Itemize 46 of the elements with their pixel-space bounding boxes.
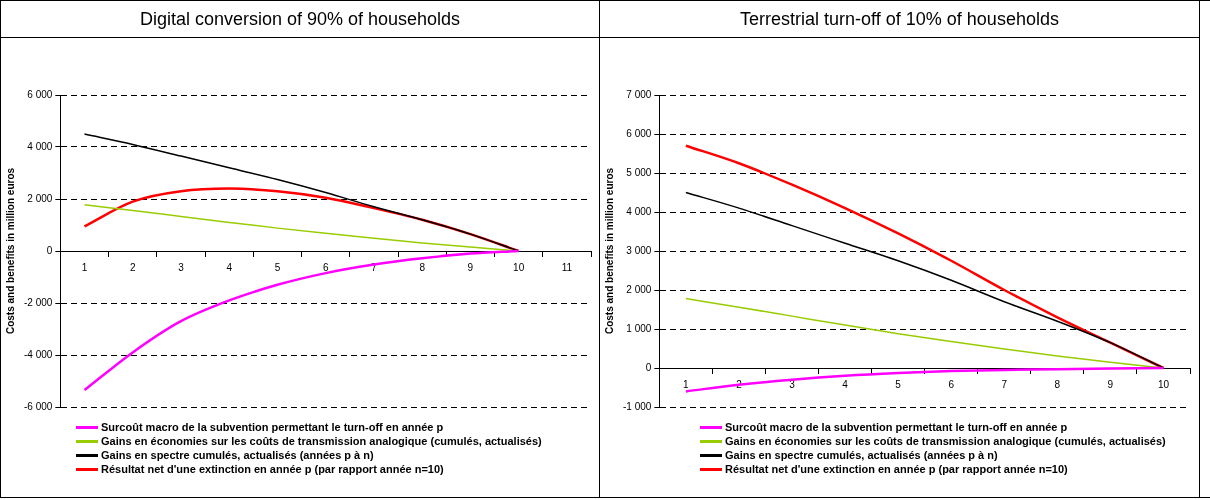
x-tick-label: 4 xyxy=(226,261,233,273)
x-tick-label: 9 xyxy=(1107,378,1114,390)
y-tick-label: 3 000 xyxy=(626,244,652,256)
x-tick-label: 3 xyxy=(178,261,185,273)
chart-title: Digital conversion of 90% of households xyxy=(1,1,599,38)
x-tick-label: 1 xyxy=(81,261,88,273)
x-tick-label: 7 xyxy=(1001,378,1008,390)
y-axis-title: Costs and benefits in million euros xyxy=(603,167,615,335)
y-tick-label: -4 000 xyxy=(24,348,53,360)
legend-label: Gains en spectre cumulés, actualisés (années p à n) xyxy=(725,449,998,461)
y-tick-label: 7 000 xyxy=(626,88,652,100)
legend-label: Gains en économies sur les coûts de transmission analogique (cumulés, actualisés) xyxy=(101,435,542,447)
y-tick-label: -1 000 xyxy=(623,400,652,412)
y-axis-title: Costs and benefits in million euros xyxy=(4,167,16,335)
x-tick-label: 1 xyxy=(683,378,690,390)
y-tick-label: 4 000 xyxy=(626,205,652,217)
y-tick-label: 5 000 xyxy=(626,166,652,178)
x-tick-label: 5 xyxy=(895,378,902,390)
x-tick-label: 2 xyxy=(129,261,136,273)
y-tick-label: 0 xyxy=(645,361,652,373)
x-tick-label: 8 xyxy=(419,261,426,273)
legend-label: Résultat net d'une extinction en année p (par rapport année n=10) xyxy=(725,463,1068,475)
x-tick-label: 11 xyxy=(561,261,573,273)
legend-label: Résultat net d'une extinction en année p (par rapport année n=10) xyxy=(101,463,444,475)
x-tick-label: 6 xyxy=(322,261,329,273)
y-tick-label: 6 000 xyxy=(27,88,53,100)
legend-label: Surcoût macro de la subvention permettant le turn-off en année p xyxy=(101,421,444,433)
legend-label: Surcoût macro de la subvention permettant le turn-off en année p xyxy=(725,421,1068,433)
x-tick-label: 5 xyxy=(274,261,281,273)
x-tick-label: 10 xyxy=(513,261,525,273)
y-tick-label: -6 000 xyxy=(24,400,53,412)
legend-label: Gains en spectre cumulés, actualisés (années p à n) xyxy=(101,449,374,461)
y-tick-label: 1 000 xyxy=(626,322,652,334)
y-tick-label: 6 000 xyxy=(626,127,652,139)
y-tick-label: 4 000 xyxy=(27,140,53,152)
y-tick-label: -2 000 xyxy=(24,296,53,308)
x-tick-label: 10 xyxy=(1157,378,1170,390)
x-tick-label: 9 xyxy=(467,261,474,273)
x-tick-label: 8 xyxy=(1054,378,1061,390)
chart-title: Terrestrial turn-off of 10% of households xyxy=(600,1,1199,38)
x-tick-label: 6 xyxy=(948,378,955,390)
y-tick-label: 2 000 xyxy=(27,192,53,204)
y-tick-label: 0 xyxy=(46,244,53,256)
x-tick-label: 4 xyxy=(842,378,849,390)
legend-label: Gains en économies sur les coûts de transmission analogique (cumulés, actualisés) xyxy=(725,435,1166,447)
y-tick-label: 2 000 xyxy=(626,283,652,295)
